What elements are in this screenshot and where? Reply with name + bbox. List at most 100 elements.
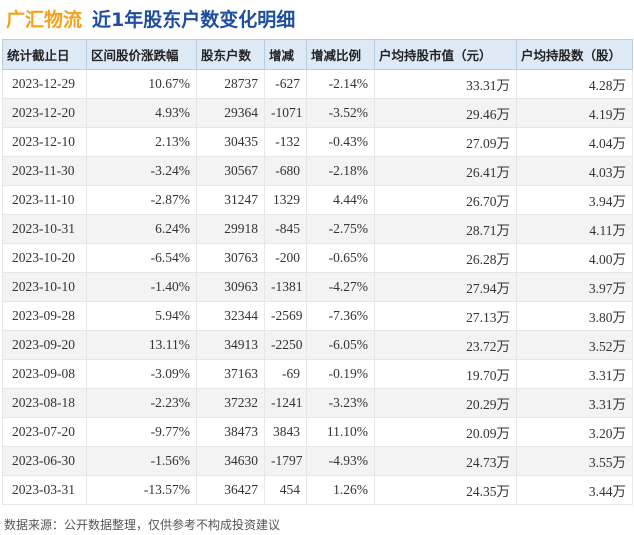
cell-date: 2023-09-08 <box>2 359 87 389</box>
cell-price-change: 13.11% <box>86 330 197 360</box>
table-row: 2023-11-30 -3.24% 30567 -680 -2.18% 26.41万 4.0… <box>2 156 633 186</box>
cell-avg-value: 20.29万 <box>374 388 517 418</box>
cell-avg-shares: 3.80万 <box>516 301 633 331</box>
cell-delta: -132 <box>264 127 307 157</box>
cell-holders: 30435 <box>196 127 265 157</box>
column-header-avg-shares[interactable]: 户均持股数（股） <box>516 39 633 70</box>
cell-delta: -627 <box>264 69 307 99</box>
table-row: 2023-12-10 2.13% 30435 -132 -0.43% 27.09万 4.04… <box>2 127 633 157</box>
cell-price-change: 6.24% <box>86 214 197 244</box>
cell-ratio: -6.05% <box>306 330 375 360</box>
cell-delta: -845 <box>264 214 307 244</box>
cell-delta: 454 <box>264 475 307 505</box>
column-header-holders[interactable]: 股东户数 <box>196 39 265 70</box>
cell-delta: -680 <box>264 156 307 186</box>
cell-avg-value: 27.13万 <box>374 301 517 331</box>
cell-avg-shares: 3.31万 <box>516 388 633 418</box>
cell-price-change: -2.23% <box>86 388 197 418</box>
column-header-delta[interactable]: 增减 <box>264 39 307 70</box>
column-header-avg-value[interactable]: 户均持股市值（元） <box>374 39 517 70</box>
cell-date: 2023-10-31 <box>2 214 87 244</box>
cell-avg-shares: 3.44万 <box>516 475 633 505</box>
data-source-note: 数据来源：公开数据整理，仅供参考不构成投资建议 <box>4 518 281 532</box>
cell-avg-value: 20.09万 <box>374 417 517 447</box>
cell-ratio: -7.36% <box>306 301 375 331</box>
cell-date: 2023-07-20 <box>2 417 87 447</box>
cell-date: 2023-10-10 <box>2 272 87 302</box>
cell-avg-value: 26.70万 <box>374 185 517 215</box>
cell-ratio: -2.18% <box>306 156 375 186</box>
cell-holders: 37163 <box>196 359 265 389</box>
cell-avg-shares: 3.97万 <box>516 272 633 302</box>
cell-date: 2023-12-29 <box>2 69 87 99</box>
cell-ratio: -3.23% <box>306 388 375 418</box>
table-row: 2023-09-08 -3.09% 37163 -69 -0.19% 19.70万 3.31… <box>2 359 633 389</box>
cell-date: 2023-09-28 <box>2 301 87 331</box>
cell-date: 2023-06-30 <box>2 446 87 476</box>
cell-holders: 30567 <box>196 156 265 186</box>
cell-avg-value: 23.72万 <box>374 330 517 360</box>
table-row: 2023-10-31 6.24% 29918 -845 -2.75% 28.71万 4.11… <box>2 214 633 244</box>
cell-ratio: 1.26% <box>306 475 375 505</box>
cell-date: 2023-09-20 <box>2 330 87 360</box>
cell-date: 2023-12-20 <box>2 98 87 128</box>
cell-price-change: -1.56% <box>86 446 197 476</box>
cell-avg-shares: 4.28万 <box>516 69 633 99</box>
table-row: 2023-07-20 -9.77% 38473 3843 11.10% 20.09万 3.2… <box>2 417 633 447</box>
cell-price-change: -2.87% <box>86 185 197 215</box>
cell-avg-shares: 3.31万 <box>516 359 633 389</box>
cell-holders: 30763 <box>196 243 265 273</box>
cell-avg-value: 19.70万 <box>374 359 517 389</box>
table-row: 2023-12-20 4.93% 29364 -1071 -3.52% 29.46万 4.1… <box>2 98 633 128</box>
cell-delta: 3843 <box>264 417 307 447</box>
cell-avg-shares: 3.20万 <box>516 417 633 447</box>
cell-avg-shares: 3.52万 <box>516 330 633 360</box>
cell-ratio: -4.27% <box>306 272 375 302</box>
cell-avg-shares: 4.03万 <box>516 156 633 186</box>
cell-avg-value: 27.09万 <box>374 127 517 157</box>
cell-avg-shares: 3.94万 <box>516 185 633 215</box>
cell-price-change: -13.57% <box>86 475 197 505</box>
cell-ratio: -4.93% <box>306 446 375 476</box>
table-body: 2023-12-29 10.67% 28737 -627 -2.14% 33.31万 4.2… <box>2 69 633 505</box>
cell-holders: 37232 <box>196 388 265 418</box>
cell-date: 2023-03-31 <box>2 475 87 505</box>
column-header-ratio[interactable]: 增减比例 <box>306 39 375 70</box>
cell-holders: 38473 <box>196 417 265 447</box>
cell-delta: -1797 <box>264 446 307 476</box>
cell-avg-value: 29.46万 <box>374 98 517 128</box>
cell-avg-value: 28.71万 <box>374 214 517 244</box>
cell-ratio: -3.52% <box>306 98 375 128</box>
title-bar: 广汇物流 近1年股东户数变化明细 <box>0 0 634 36</box>
cell-date: 2023-11-30 <box>2 156 87 186</box>
page-title: 近1年股东户数变化明细 <box>92 8 296 31</box>
table-row: 2023-10-10 -1.40% 30963 -1381 -4.27% 27.94万 3.… <box>2 272 633 302</box>
cell-avg-value: 33.31万 <box>374 69 517 99</box>
table-header-row: 统计截止日 区间股价涨跌幅 股东户数 增减 增减比例 户均持股市值（元） 户均持… <box>2 39 633 70</box>
cell-holders: 36427 <box>196 475 265 505</box>
column-header-price-change[interactable]: 区间股价涨跌幅 <box>86 39 197 70</box>
column-header-date[interactable]: 统计截止日 <box>2 39 87 70</box>
cell-price-change: 2.13% <box>86 127 197 157</box>
cell-date: 2023-11-10 <box>2 185 87 215</box>
holders-table: 统计截止日 区间股价涨跌幅 股东户数 增减 增减比例 户均持股市值（元） 户均持… <box>2 39 633 505</box>
cell-price-change: -9.77% <box>86 417 197 447</box>
cell-delta: -1071 <box>264 98 307 128</box>
table-row: 2023-09-20 13.11% 34913 -2250 -6.05% 23.72万 3.… <box>2 330 633 360</box>
cell-holders: 30963 <box>196 272 265 302</box>
cell-price-change: -3.24% <box>86 156 197 186</box>
cell-price-change: 5.94% <box>86 301 197 331</box>
cell-avg-shares: 4.11万 <box>516 214 633 244</box>
cell-delta: -69 <box>264 359 307 389</box>
cell-delta: -2250 <box>264 330 307 360</box>
cell-delta: -1381 <box>264 272 307 302</box>
cell-date: 2023-08-18 <box>2 388 87 418</box>
cell-price-change: 4.93% <box>86 98 197 128</box>
cell-delta: -1241 <box>264 388 307 418</box>
cell-ratio: -2.75% <box>306 214 375 244</box>
table-row: 2023-08-18 -2.23% 37232 -1241 -3.23% 20.29万 3.… <box>2 388 633 418</box>
cell-avg-value: 26.28万 <box>374 243 517 273</box>
cell-holders: 28737 <box>196 69 265 99</box>
company-name: 广汇物流 <box>6 8 83 31</box>
cell-price-change: 10.67% <box>86 69 197 99</box>
